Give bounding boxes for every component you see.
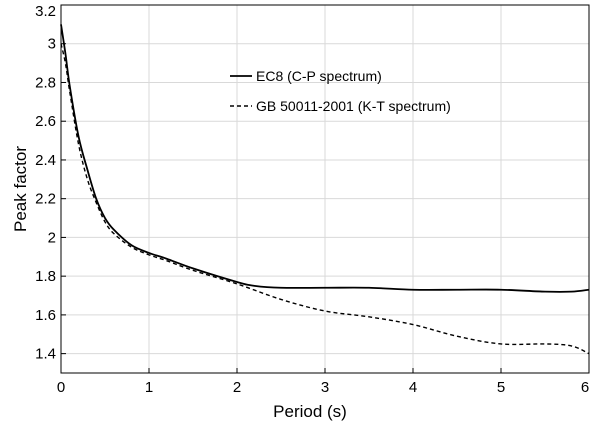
x-tick-label: 4 [409,379,417,396]
legend-label-ec8: EC8 (C-P spectrum) [256,68,382,84]
x-tick-label: 3 [321,379,329,396]
x-tick-label: 1 [145,379,153,396]
y-tick-label: 2.2 [35,191,56,208]
series-line-ec8 [60,24,590,293]
series-line-gb [60,43,590,355]
x-ticks: 0 1 2 3 4 5 6 [57,368,590,396]
y-tick-label: 3.2 [35,3,56,20]
y-tick-label: 2.8 [35,74,56,91]
x-axis-label: Period (s) [273,402,347,421]
series-layer [60,24,590,355]
x-tick-label: 6 [581,379,589,396]
legend-label-gb: GB 50011-2001 (K-T spectrum) [256,98,451,114]
y-axis-label: Peak factor [11,146,30,232]
y-tick-label: 2 [48,229,56,246]
y-ticks: 1.4 1.6 1.8 2 2.2 2.4 2.6 2.8 3 3.2 [35,3,66,363]
x-tick-label: 2 [233,379,241,396]
x-tick-label: 5 [497,379,505,396]
y-tick-label: 1.8 [35,268,56,285]
y-tick-label: 3 [48,36,56,53]
y-tick-label: 2.4 [35,152,56,169]
grid [61,5,589,373]
y-tick-label: 1.4 [35,346,56,363]
x-tick-label: 0 [57,379,65,396]
legend: EC8 (C-P spectrum) GB 50011-2001 (K-T sp… [230,68,451,114]
y-tick-label: 2.6 [35,113,56,130]
y-tick-label: 1.6 [35,307,56,324]
